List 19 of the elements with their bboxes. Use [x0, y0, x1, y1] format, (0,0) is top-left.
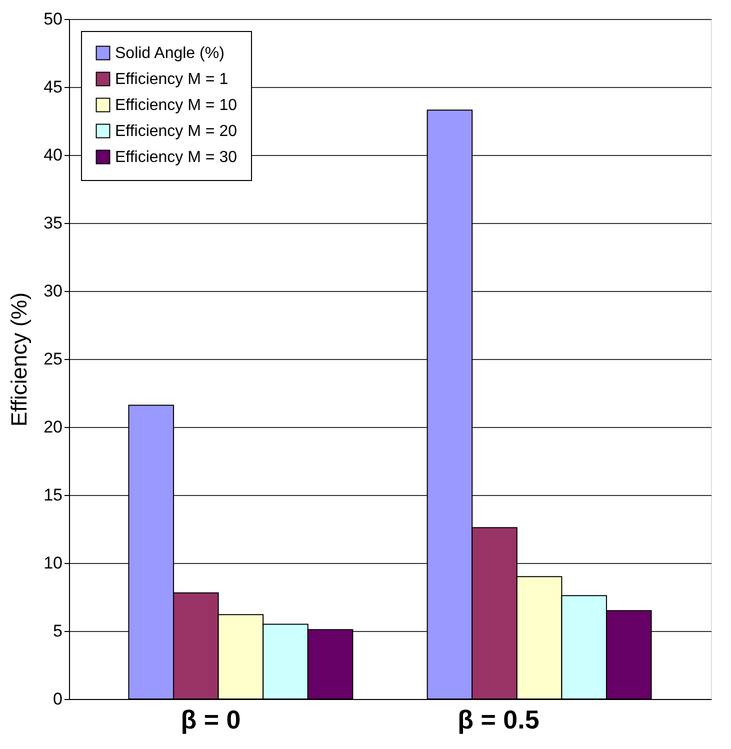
y-tick-label: 45 [44, 78, 62, 96]
y-tick-label: 15 [44, 486, 62, 504]
y-tick-label: 35 [44, 214, 62, 232]
x-tick-label: β = 0 [180, 704, 241, 734]
y-tick-label: 10 [44, 554, 62, 572]
legend-label: Efficiency M = 30 [115, 149, 238, 166]
y-tick-label: 50 [44, 10, 62, 28]
y-tick-label: 40 [44, 146, 62, 164]
y-tick-label: 20 [44, 418, 62, 436]
legend-label: Efficiency M = 1 [115, 71, 228, 88]
y-tick-label: 30 [44, 282, 62, 300]
x-tick-label: β = 0.5 [458, 704, 540, 734]
y-tick-label: 5 [53, 622, 62, 640]
legend-label: Efficiency M = 10 [115, 97, 238, 114]
y-tick-label: 0 [53, 690, 62, 708]
legend-label: Solid Angle (%) [115, 45, 224, 62]
y-tick-label: 25 [44, 350, 62, 368]
y-axis-title: Efficiency (%) [6, 292, 32, 427]
legend-label: Efficiency M = 20 [115, 123, 238, 140]
